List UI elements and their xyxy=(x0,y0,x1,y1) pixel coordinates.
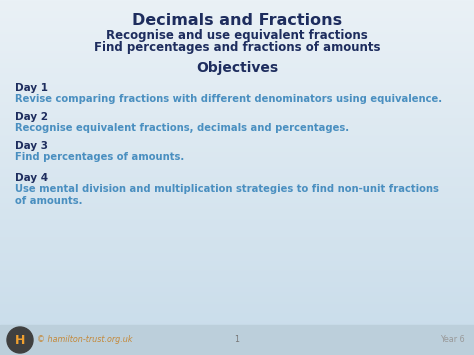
Text: Find percentages and fractions of amounts: Find percentages and fractions of amount… xyxy=(94,41,380,54)
Text: Recognise and use equivalent fractions: Recognise and use equivalent fractions xyxy=(106,29,368,42)
Text: Day 2: Day 2 xyxy=(15,112,48,122)
Text: © hamilton-trust.org.uk: © hamilton-trust.org.uk xyxy=(37,335,133,344)
Text: Recognise equivalent fractions, decimals and percentages.: Recognise equivalent fractions, decimals… xyxy=(15,123,349,133)
Text: Find percentages of amounts.: Find percentages of amounts. xyxy=(15,152,184,162)
Circle shape xyxy=(7,327,33,353)
Text: Objectives: Objectives xyxy=(196,61,278,75)
Bar xyxy=(0,325,474,355)
Text: Day 1: Day 1 xyxy=(15,83,48,93)
Text: 1: 1 xyxy=(235,335,239,344)
Text: Year 6: Year 6 xyxy=(440,335,465,344)
Text: Day 3: Day 3 xyxy=(15,141,48,151)
Text: H: H xyxy=(15,333,25,346)
Text: Decimals and Fractions: Decimals and Fractions xyxy=(132,13,342,28)
Text: Use mental division and multiplication strategies to find non-unit fractions
of : Use mental division and multiplication s… xyxy=(15,184,439,206)
Text: Day 4: Day 4 xyxy=(15,173,48,183)
Text: Revise comparing fractions with different denominators using equivalence.: Revise comparing fractions with differen… xyxy=(15,94,442,104)
